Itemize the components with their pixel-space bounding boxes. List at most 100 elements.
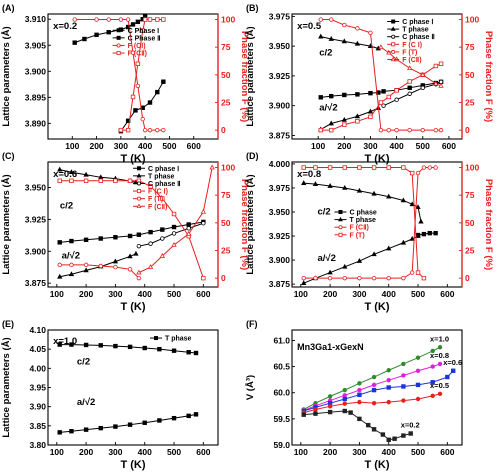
- y-tick-label: 3.900: [269, 101, 291, 111]
- data-point: [415, 170, 421, 176]
- data-point: [118, 127, 124, 133]
- data-point: [327, 183, 333, 188]
- y2-axis-label: Phase fraction F (%): [483, 179, 494, 270]
- data-point: [136, 232, 142, 237]
- legend-entry: F (CⅡ): [128, 50, 147, 58]
- data-point: [355, 26, 360, 31]
- data-point: [148, 241, 153, 246]
- series: [318, 17, 444, 133]
- data-point: [83, 262, 89, 268]
- data-point: [371, 387, 377, 393]
- data-point: [68, 271, 75, 277]
- legend-entry: T phase: [165, 336, 192, 343]
- data-point: [357, 399, 362, 405]
- data-point: [142, 17, 148, 22]
- x-tick-label: 200: [79, 447, 93, 457]
- data-point: [140, 28, 145, 33]
- panel-label: (F): [246, 319, 258, 329]
- legend-marker: [338, 209, 343, 214]
- series-label: x=0.6: [443, 358, 462, 367]
- legend-marker: [391, 34, 396, 39]
- data-point: [98, 174, 104, 180]
- y-tick-label: 3.950: [269, 41, 291, 51]
- y2-tick-label: 0: [221, 273, 226, 283]
- data-point: [415, 382, 421, 388]
- data-point: [407, 85, 412, 91]
- data-point: [394, 127, 399, 133]
- x-tick-label: 600: [440, 447, 454, 457]
- legend-marker: [136, 181, 141, 186]
- data-point: [135, 61, 141, 66]
- data-point: [171, 211, 177, 217]
- data-point: [380, 432, 386, 437]
- x-tick-label: 300: [352, 447, 366, 457]
- legend-entry: F (CⅡ): [402, 56, 421, 64]
- data-point: [157, 418, 162, 423]
- data-point: [312, 181, 319, 186]
- data-point: [127, 253, 133, 259]
- y2-tick-label: 50: [465, 70, 475, 80]
- data-point: [161, 127, 166, 133]
- series: [57, 219, 206, 245]
- x-tick-label: 300: [114, 141, 128, 151]
- x-tick-label: 400: [382, 289, 396, 299]
- x-tick-label: 200: [323, 289, 337, 299]
- y2-tick-label: 75: [465, 42, 475, 52]
- data-point: [381, 103, 386, 108]
- data-point: [371, 165, 377, 170]
- legend-marker: [390, 56, 396, 62]
- data-point: [200, 208, 207, 214]
- data-point: [367, 108, 374, 114]
- data-point: [327, 394, 333, 399]
- data-point: [386, 399, 391, 405]
- data-point: [437, 361, 443, 367]
- data-point: [386, 193, 392, 199]
- legend-marker: [136, 166, 141, 171]
- series: [57, 342, 199, 356]
- x-tick-label: 100: [65, 141, 79, 151]
- data-point: [401, 384, 406, 389]
- y-tick-label: 3.900: [25, 246, 47, 256]
- data-point: [142, 420, 147, 425]
- legend-entry: F (CⅡ): [350, 224, 369, 232]
- data-point: [186, 222, 191, 227]
- data-point: [409, 201, 415, 207]
- series: [57, 262, 142, 281]
- x-tick-label: 600: [442, 141, 456, 151]
- data-point: [386, 377, 391, 383]
- data-point: [171, 415, 177, 421]
- data-point: [148, 184, 153, 189]
- legend-marker: [391, 49, 396, 54]
- data-point: [451, 368, 456, 373]
- data-point: [127, 267, 133, 272]
- data-point: [327, 269, 333, 275]
- data-point: [438, 61, 444, 66]
- legend-entry: F (T): [402, 49, 417, 56]
- legend-entry: T phase: [350, 217, 377, 224]
- series: [415, 230, 438, 238]
- y-tick-label: 4.000: [269, 159, 291, 169]
- data-point: [415, 368, 421, 373]
- legend-marker: [136, 203, 142, 208]
- panel-annotation: x=0.6: [53, 169, 77, 180]
- panel-label: (C): [2, 151, 15, 161]
- data-point: [386, 245, 392, 251]
- x-tick-label: 500: [167, 289, 181, 299]
- data-point: [381, 89, 386, 94]
- data-point: [327, 165, 333, 170]
- y2-axis-label: Phase fraction F (%): [239, 179, 250, 270]
- data-point: [318, 95, 323, 100]
- data-point: [69, 238, 74, 244]
- data-point: [118, 17, 124, 22]
- data-point: [354, 40, 361, 46]
- data-point: [160, 236, 165, 241]
- data-point: [355, 119, 360, 124]
- data-point: [420, 85, 425, 91]
- y-tick-label: 3.90: [29, 402, 46, 412]
- data-point: [407, 127, 412, 133]
- data-point: [57, 430, 62, 435]
- curve-label: a/√2: [77, 397, 95, 408]
- y-tick-label: 3.975: [269, 183, 291, 193]
- y-tick-label: 3.900: [25, 66, 47, 76]
